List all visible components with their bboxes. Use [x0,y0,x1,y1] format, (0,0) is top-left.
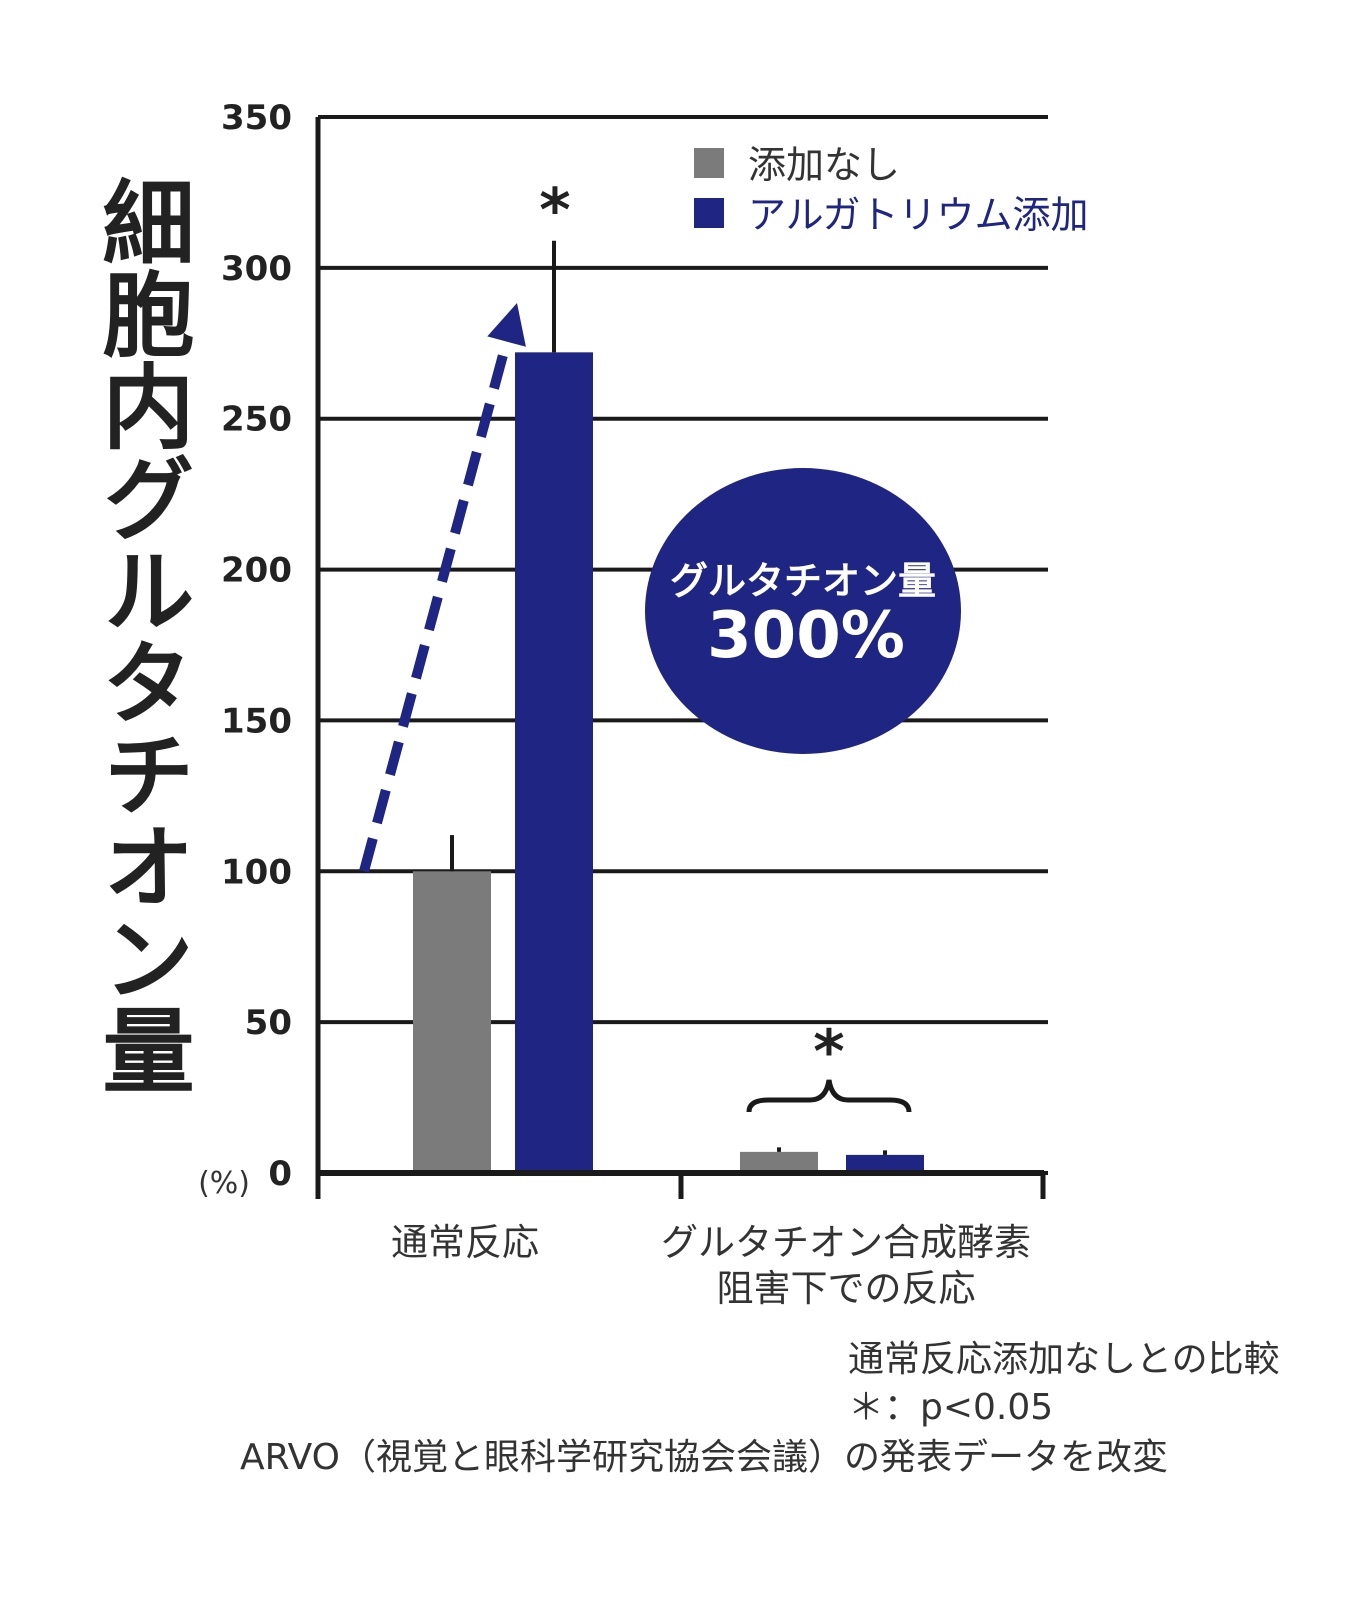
highlight-value: 300% [707,599,905,673]
y-tick-label: 200 [221,551,292,591]
pvalue-note: ＊：p<0.05 [848,1387,1054,1428]
y-tick-label: 250 [221,400,292,440]
bars [413,240,924,1173]
significance-brace [746,1079,912,1113]
arrow-shaft [359,340,512,873]
legend-entry: アルガトリウム添加 [748,193,1088,237]
bar [740,1151,818,1173]
y-tick-label: 0 [268,1154,292,1194]
highlight-circle [645,468,961,754]
bar [413,871,491,1173]
y-tick-label: 350 [221,98,292,138]
legend-swatch [694,148,724,178]
source-note: ARVO（視覚と眼科学研究協会会議）の発表データを改変 [240,1437,1169,1478]
unit-label: (%) [198,1166,250,1201]
legend-entry: 添加なし [748,143,900,187]
y-tick-label: 150 [221,701,292,741]
category-label: 阻害下での反応 [717,1267,976,1310]
significance-mark: * [813,1017,844,1087]
highlight-label: グルタチオン量 [670,559,936,603]
bar [846,1154,924,1173]
increase-arrow [359,302,526,873]
legend-swatch [694,198,724,228]
category-label: グルタチオン合成酵素 [661,1221,1031,1264]
y-tick-label: 100 [221,852,292,892]
y-axis-label: 細胞内グルタチオン量 [87,175,194,1095]
arrow-head [487,302,526,347]
bar [515,352,593,1173]
y-tick-labels: 0 50 100 150 200 250 300 350 (%) [198,98,292,1201]
category-label: 通常反応 [391,1221,539,1264]
comparison-note: 通常反応添加なしとの比較 [848,1339,1280,1380]
y-tick-label: 300 [221,249,292,289]
axes [315,117,1046,1199]
significance-mark: * [539,176,570,246]
y-tick-label: 50 [245,1003,292,1043]
